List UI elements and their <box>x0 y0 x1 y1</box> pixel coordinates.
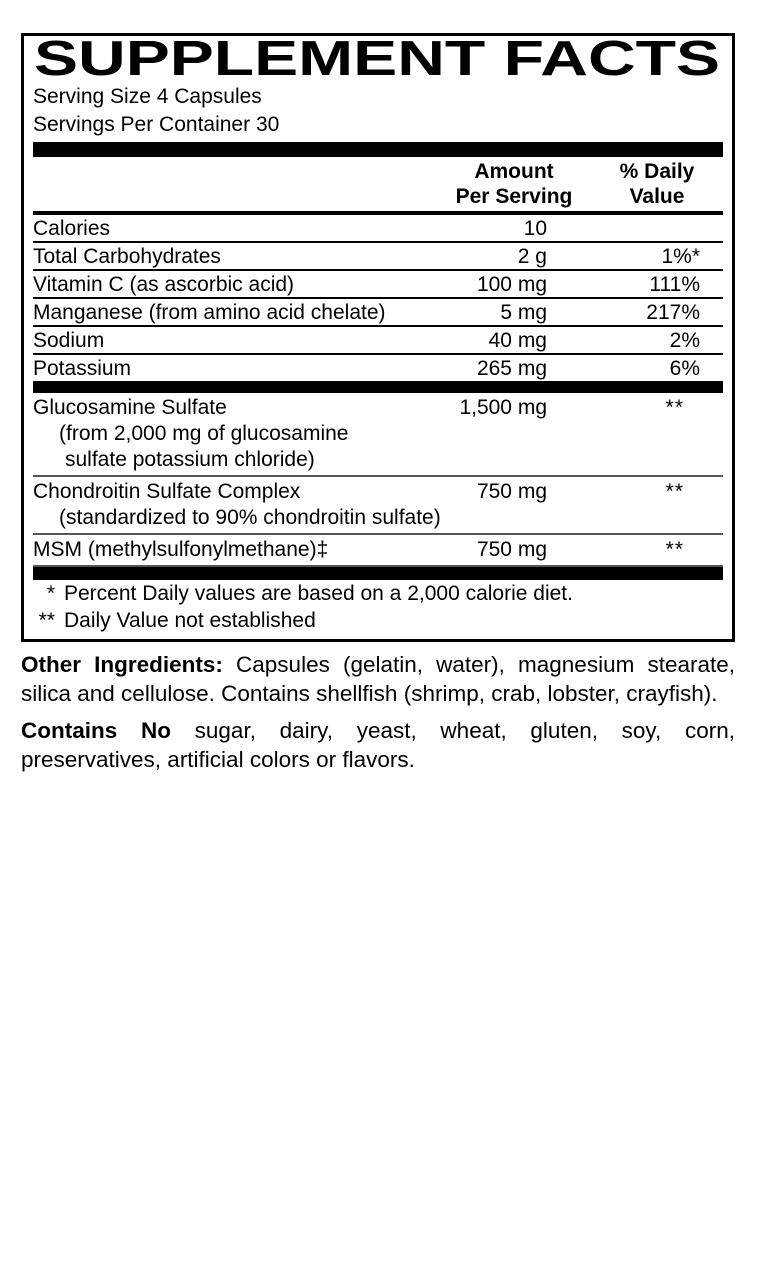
bottom-divider-bar <box>33 567 723 580</box>
column-header-row: Amount Per Serving % Daily Value <box>33 159 723 215</box>
amount-value: 5 mg <box>500 301 547 324</box>
daily-value: ** <box>665 538 684 561</box>
amount-header-line2: Per Serving <box>455 185 573 208</box>
footnote-text: Daily Value not established <box>64 609 316 632</box>
nutrient-name: Potassium <box>33 357 132 380</box>
amount-value: 40 mg <box>488 329 547 352</box>
other-ingredients-text: Capsules (gelatin, water), magnesium ste… <box>21 652 735 706</box>
nutrient-row-carbohydrates: Total Carbohydrates 2 g 1%* <box>33 243 723 271</box>
panel-title: SUPPLEMENT FACTS <box>34 39 720 79</box>
contains-no-text: sugar, dairy, yeast, wheat, gluten, soy,… <box>21 718 735 772</box>
amount-value: 100 mg <box>476 273 547 296</box>
ingredient-subline: sulfate potassium chloride) <box>65 448 315 471</box>
ingredient-row-chondroitin: Chondroitin Sulfate Complex 750 mg ** (s… <box>33 477 723 535</box>
amount-header-line1: Amount <box>474 160 554 183</box>
daily-value-header: % Daily Value <box>591 159 723 209</box>
footnote-marker: ** <box>38 609 55 632</box>
ingredient-subline: (standardized to 90% chondroitin sulfate… <box>59 506 441 529</box>
amount-value: 265 mg <box>476 357 547 380</box>
ingredient-name: Glucosamine Sulfate <box>33 396 227 419</box>
amount-value: 1,500 mg <box>459 396 547 419</box>
daily-value-header-line1: % Daily <box>619 160 695 183</box>
daily-value-header-line2: Value <box>629 185 685 208</box>
contains-no-paragraph: Contains No sugar, dairy, yeast, wheat, … <box>21 717 735 774</box>
amount-value: 750 mg <box>476 538 547 561</box>
nutrient-row-sodium: Sodium 40 mg 2% <box>33 327 723 355</box>
other-ingredients-lead: Other Ingredients: <box>21 652 223 677</box>
daily-value: ** <box>665 480 684 503</box>
supplement-facts-panel: SUPPLEMENT FACTS Serving Size 4 Capsules… <box>21 33 735 642</box>
other-ingredients-paragraph: Other Ingredients: Capsules (gelatin, wa… <box>21 651 735 708</box>
nutrient-name: Calories <box>33 217 111 240</box>
footnote-text: Percent Daily values are based on a 2,00… <box>64 582 573 605</box>
ingredient-main-line: MSM (methylsulfonylmethane)‡ 750 mg ** <box>33 535 723 563</box>
footnote-percent-daily: * Percent Daily values are based on a 2,… <box>33 580 723 607</box>
ingredient-row-glucosamine: Glucosamine Sulfate 1,500 mg ** (from 2,… <box>33 393 723 477</box>
contains-no-lead: Contains No <box>21 718 171 743</box>
header-spacer <box>33 159 437 209</box>
nutrient-row-calories: Calories 10 <box>33 215 723 243</box>
amount-value: 2 g <box>517 245 547 268</box>
nutrient-row-manganese: Manganese (from amino acid chelate) 5 mg… <box>33 299 723 327</box>
ingredient-main-line: Glucosamine Sulfate 1,500 mg ** <box>33 393 723 421</box>
daily-value: 6% <box>669 357 700 380</box>
top-divider-bar <box>33 142 723 157</box>
daily-value: ** <box>665 396 684 419</box>
ingredient-main-line: Chondroitin Sulfate Complex 750 mg ** <box>33 477 723 505</box>
amount-value: 750 mg <box>476 480 547 503</box>
daily-value: 1%* <box>661 245 700 268</box>
amount-value: 10 <box>523 217 547 240</box>
footnote-marker: * <box>46 582 55 605</box>
nutrient-name: Manganese (from amino acid chelate) <box>33 301 386 324</box>
daily-value: 111% <box>649 273 700 296</box>
nutrient-table: Calories 10 Total Carbohydrates 2 g 1%* … <box>33 215 723 381</box>
servings-per-container-line: Servings Per Container 30 <box>33 113 280 136</box>
daily-value: 2% <box>669 329 700 352</box>
ingredient-subline: (from 2,000 mg of glucosamine <box>59 422 349 445</box>
nutrient-name: Vitamin C (as ascorbic acid) <box>33 273 295 296</box>
nutrient-row-vitamin-c: Vitamin C (as ascorbic acid) 100 mg 111% <box>33 271 723 299</box>
daily-value: 217% <box>646 301 700 324</box>
middle-divider-bar <box>33 381 723 393</box>
label-column: SUPPLEMENT FACTS Serving Size 4 Capsules… <box>21 33 735 774</box>
ingredient-name: Chondroitin Sulfate Complex <box>33 480 301 503</box>
nutrient-name: Total Carbohydrates <box>33 245 221 268</box>
serving-size-line: Serving Size 4 Capsules <box>33 85 262 108</box>
ingredient-row-msm: MSM (methylsulfonylmethane)‡ 750 mg ** <box>33 535 723 567</box>
nutrient-row-potassium: Potassium 265 mg 6% <box>33 355 723 381</box>
footnote-dv-not-established: ** Daily Value not established <box>33 607 723 634</box>
nutrient-name: Sodium <box>33 329 105 352</box>
amount-header: Amount Per Serving <box>437 159 591 209</box>
panel-title-text: SUPPLEMENT FACTS <box>34 39 720 79</box>
ingredient-name: MSM (methylsulfonylmethane)‡ <box>33 538 329 561</box>
